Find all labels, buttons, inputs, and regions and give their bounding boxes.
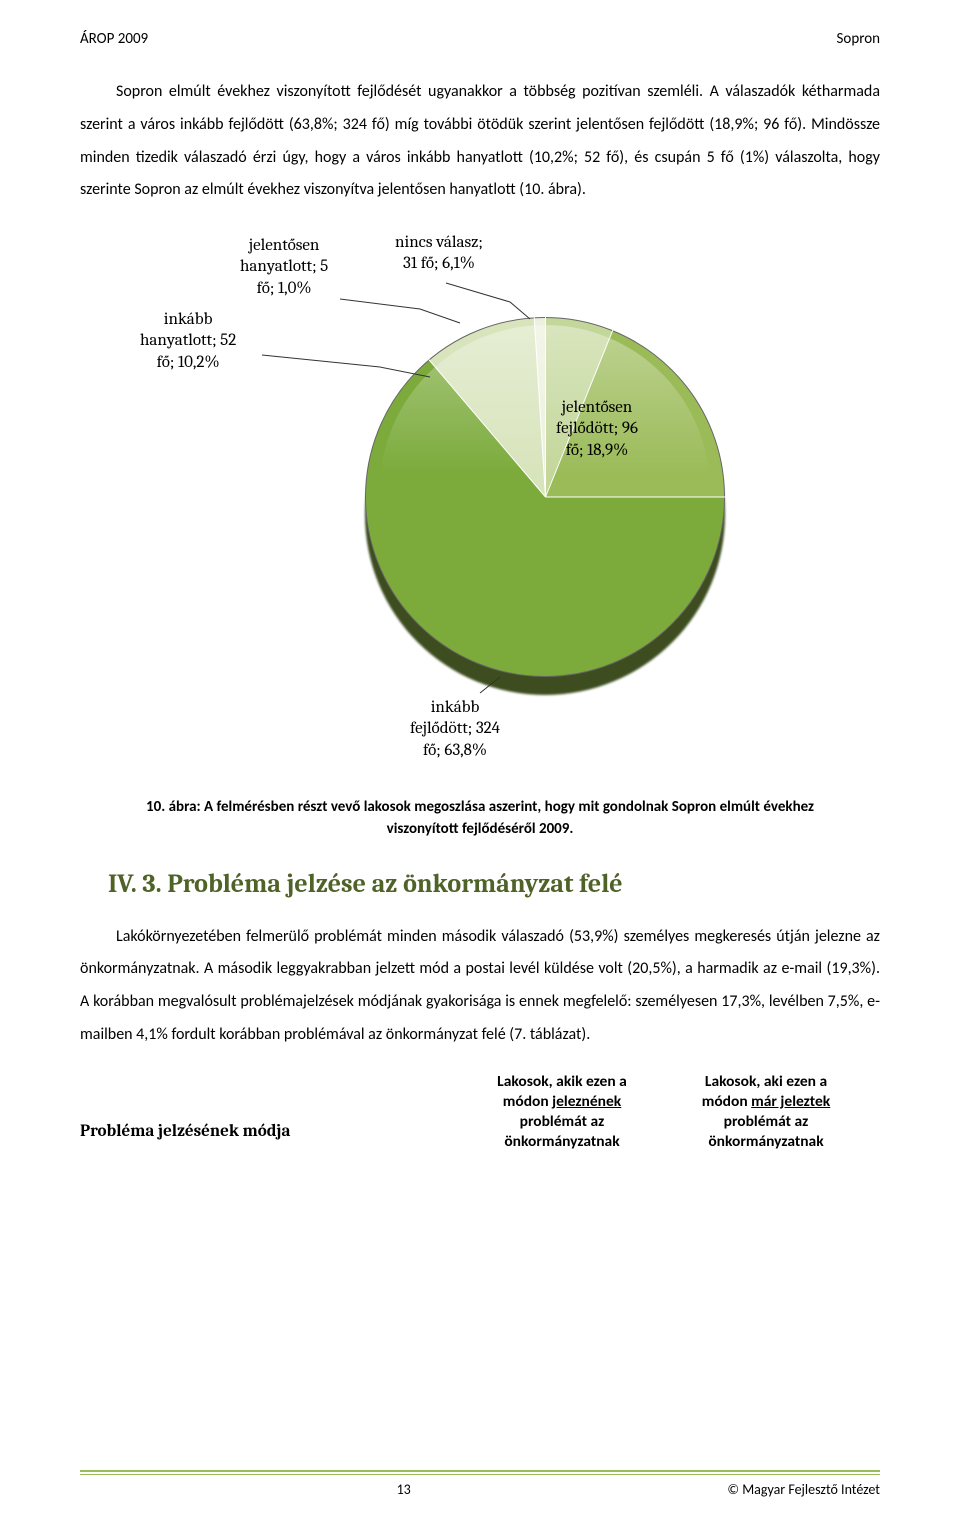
paragraph-1: Sopron elmúlt évekhez viszonyított fejlő… — [80, 76, 880, 207]
page-number: 13 — [397, 1481, 411, 1498]
table-header-col3: Lakosok, aki ezen a módon már jeleztek p… — [664, 1072, 868, 1153]
paragraph-2: Lakókörnyezetében felmerülő problémát mi… — [80, 921, 880, 1052]
leader-nincs-valasz — [446, 283, 530, 319]
header-right: Sopron — [837, 30, 880, 48]
table-header-col1: Probléma jelzésének módja — [80, 1072, 460, 1153]
section-title: IV. 3. Probléma jelzése az önkormányzat … — [108, 869, 880, 899]
table-header: Probléma jelzésének módja Lakosok, akik … — [80, 1072, 880, 1153]
figure-caption: 10. ábra: A felmérésben részt vevő lakos… — [110, 797, 850, 841]
table-header-col2: Lakosok, akik ezen a módon jeleznének pr… — [460, 1072, 664, 1153]
footer-org: © Magyar Fejlesztő Intézet — [727, 1481, 880, 1498]
page-footer: 13 © Magyar Fejlesztő Intézet — [80, 1470, 880, 1498]
pie-chart: nincs válasz; 31 fő; 6,1% jelentősen fej… — [130, 227, 830, 767]
header-left: ÁROP 2009 — [80, 30, 148, 48]
page-header: ÁROP 2009 Sopron — [80, 30, 880, 48]
leader-inkabb-fejlodott — [480, 677, 500, 693]
leader-inkabb-hanyatlott — [262, 355, 430, 377]
leader-jelentosen-hanyatlott — [340, 299, 460, 323]
